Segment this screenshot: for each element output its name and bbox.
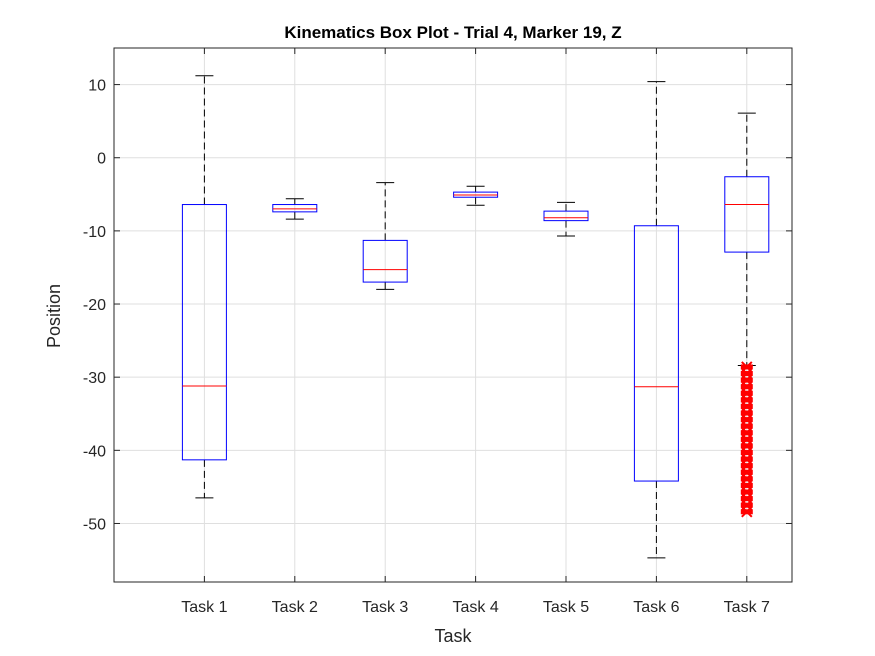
box-5 (543, 201, 589, 237)
plot-area-frame (113, 47, 793, 583)
y-tick-label: -20 (83, 297, 106, 314)
box-layer (181, 75, 770, 559)
x-tick-label: Task 2 (272, 599, 318, 616)
x-tick-label: Task 3 (362, 599, 408, 616)
box-7 (724, 112, 770, 518)
y-tick-label: -30 (83, 370, 106, 387)
y-tick-label: -10 (83, 224, 106, 241)
box-1 (181, 75, 227, 499)
x-tick-label: Task 5 (543, 599, 589, 616)
x-tick-label: Task 4 (452, 599, 498, 616)
y-tick-label: 10 (88, 78, 106, 95)
y-tick-label: 0 (97, 151, 106, 168)
box-iqr (272, 204, 318, 213)
box-6 (633, 81, 679, 559)
x-axis-label: Task (434, 626, 472, 646)
box-iqr (181, 204, 227, 461)
x-tick-label: Task 6 (633, 599, 679, 616)
y-tick-label: -50 (83, 516, 106, 533)
y-tick-label: -40 (83, 443, 106, 460)
box-3 (362, 182, 408, 290)
box-2 (272, 198, 318, 220)
x-tick-label: Task 7 (724, 599, 770, 616)
chart-title: Kinematics Box Plot - Trial 4, Marker 19… (284, 23, 621, 42)
x-tick-label: Task 1 (181, 599, 227, 616)
box-iqr (362, 239, 408, 283)
box-iqr (724, 176, 770, 253)
tick-layer: 10 0 -10 -20 -30 -40 -50 Task 1 Task 2 Task 3 Task… (83, 48, 792, 616)
box-iqr (543, 210, 589, 222)
box-iqr (633, 225, 679, 482)
y-axis-label: Position (44, 284, 64, 348)
grid-layer (114, 48, 792, 582)
box-4 (453, 185, 499, 206)
